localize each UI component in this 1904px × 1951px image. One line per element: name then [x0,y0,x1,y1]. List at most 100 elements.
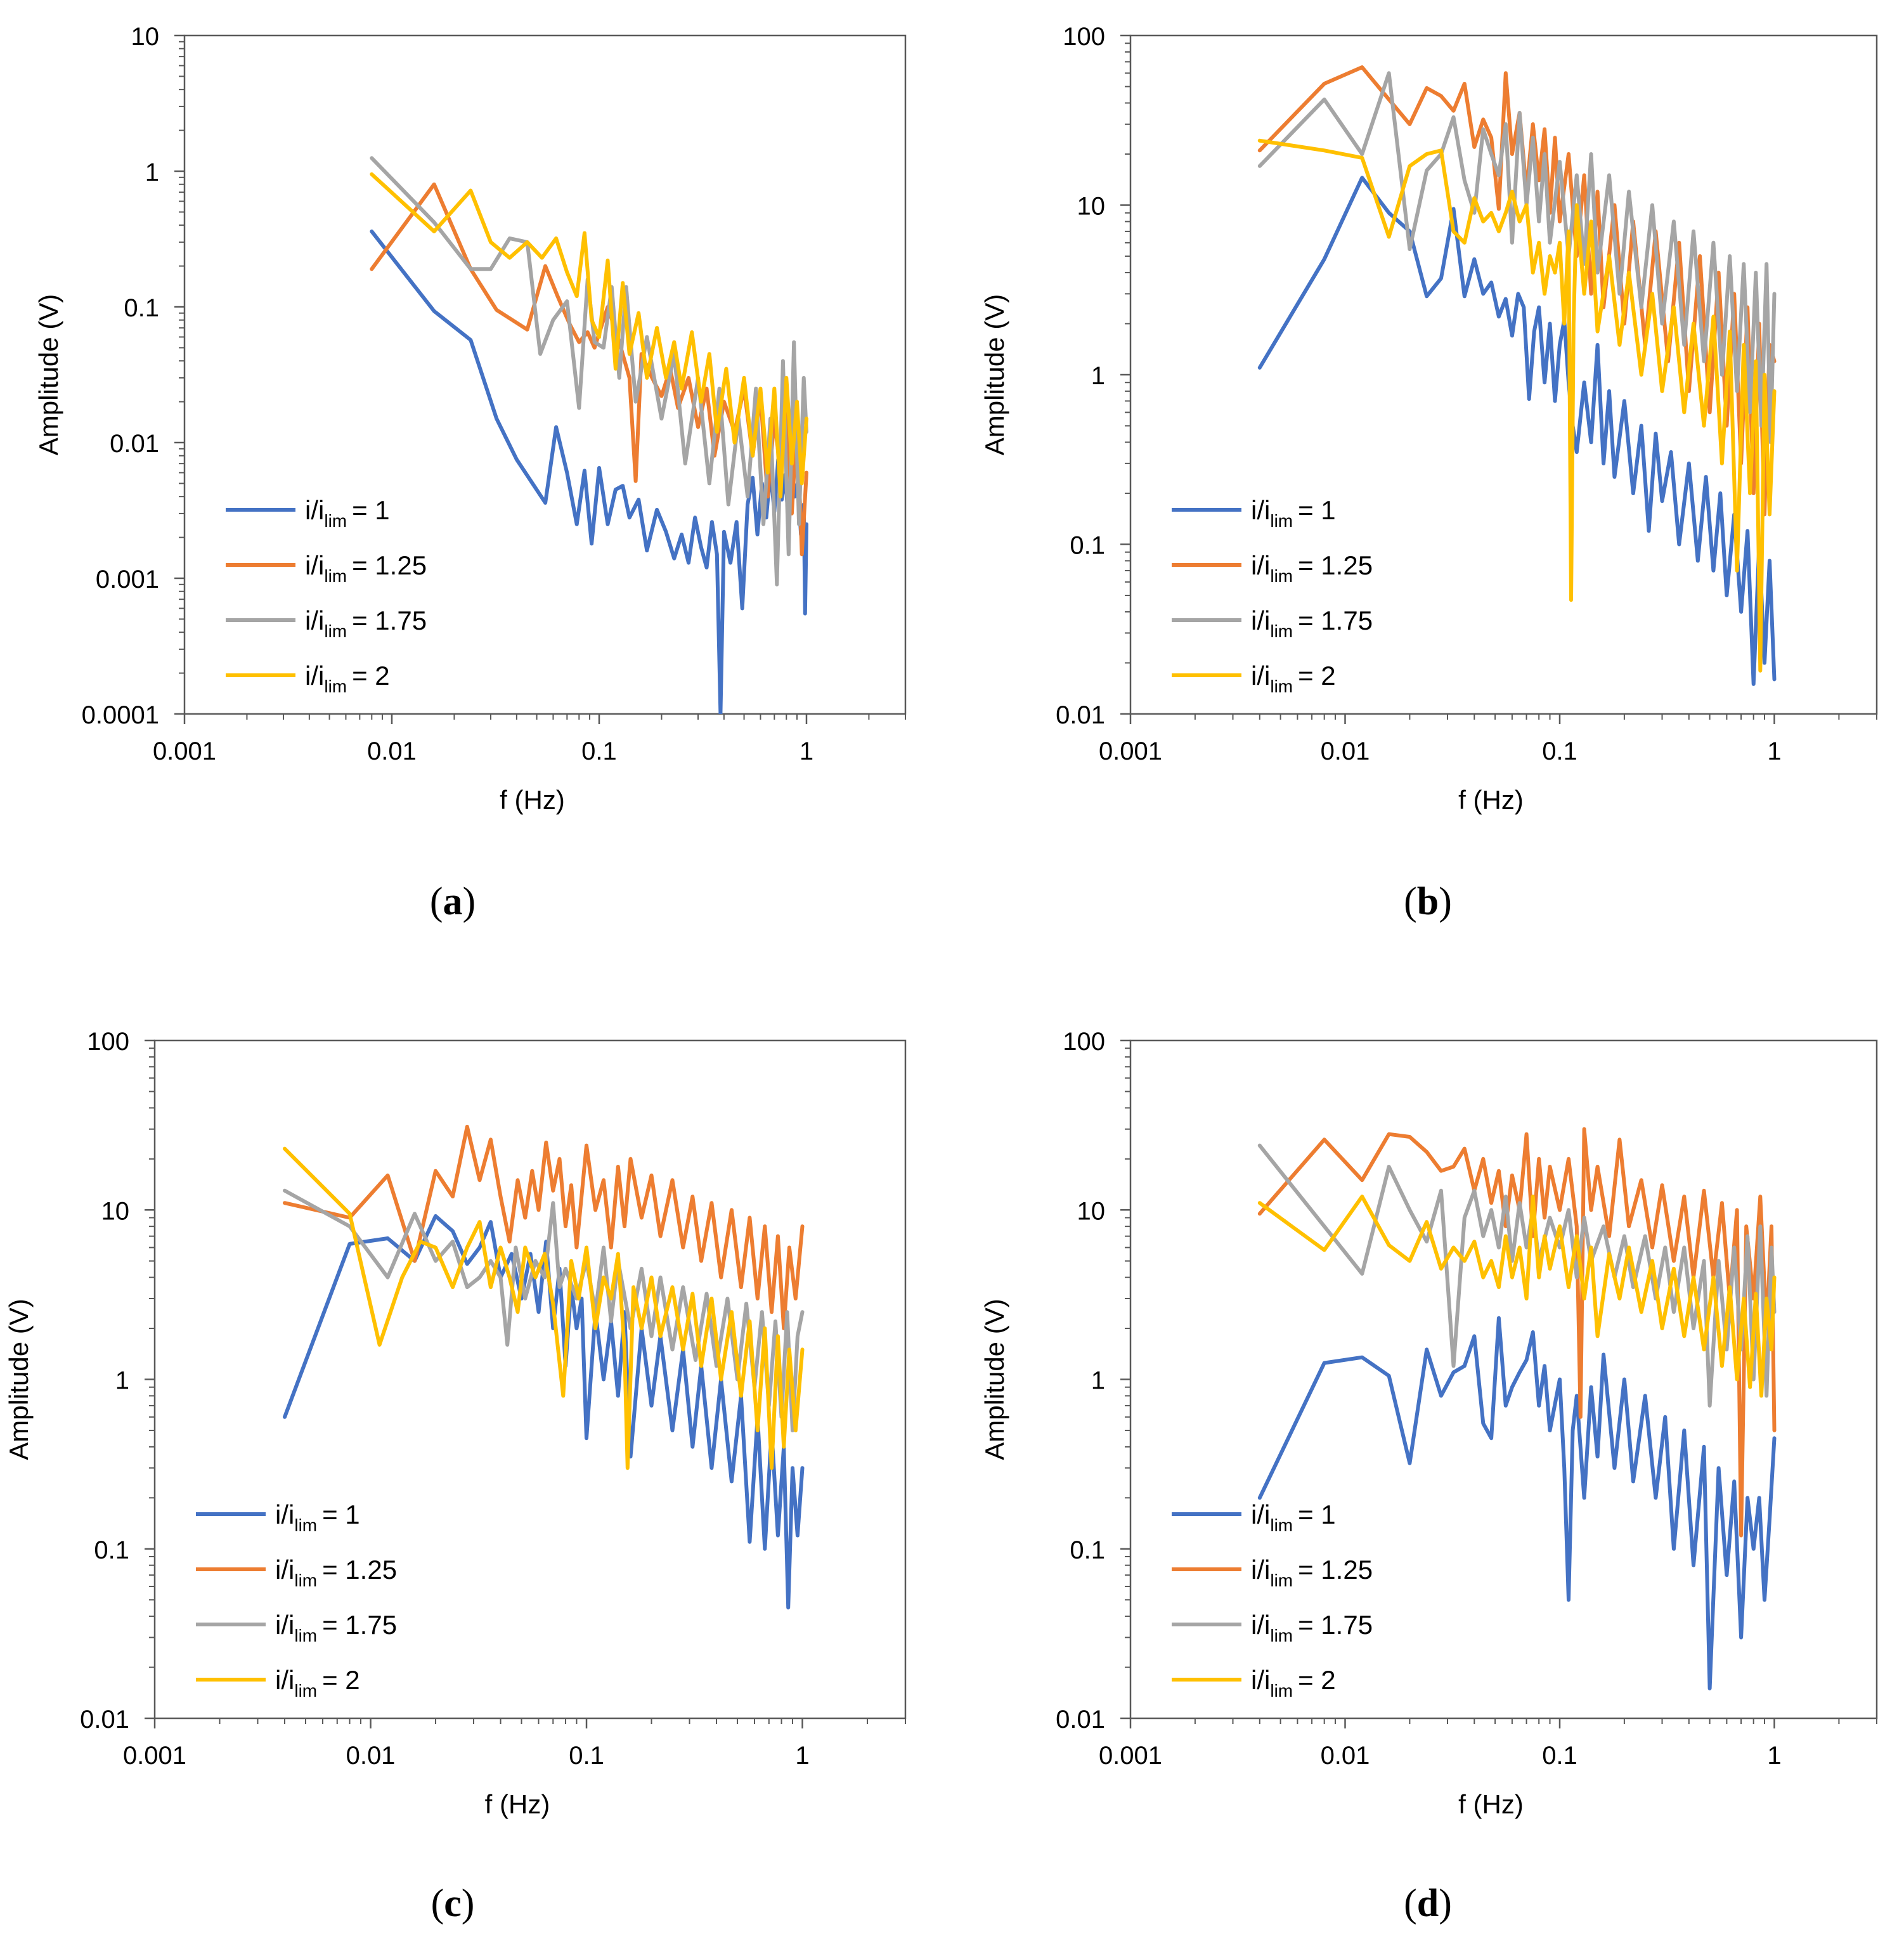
series-group [283,1124,805,1610]
panel-caption-close: ) [463,880,476,923]
legend-label-tail: = 2 [1298,661,1336,690]
panel-caption-letter: d [1417,1882,1439,1925]
legend-label-tail: = 1 [1298,1500,1336,1529]
legend-label-sub: lim [324,511,347,531]
series-group [1257,65,1777,686]
panel-caption-letter: b [1417,880,1439,923]
y-tick-label: 0.1 [124,294,159,322]
legend-label-base: i/i [1251,1500,1270,1529]
legend-label-base: i/i [305,495,324,525]
series-line-2 [283,1124,805,1330]
legend-label-base: i/i [305,550,324,580]
series-line-3 [1257,71,1777,444]
legend-label-base: i/i [305,606,324,635]
x-tick-label: 0.1 [569,1742,604,1770]
legend-label-sub: lim [1270,1626,1293,1645]
y-tick-label: 1 [115,1367,129,1395]
legend-label-base: i/i [275,1610,294,1640]
y-tick-label: 0.1 [94,1536,129,1564]
x-tick-label: 1 [1767,737,1781,765]
legend-label-tail: = 2 [352,661,390,690]
legend-label-base: i/i [1251,550,1270,580]
legend-label-tail: = 1 [1298,495,1336,525]
series-line-4 [1257,1195,1777,1398]
series-group [1257,1127,1777,1690]
y-tick-label: 100 [87,1028,129,1056]
legend-label-tail: = 1.25 [352,550,427,580]
legend-label-base: i/i [1251,1610,1270,1640]
series-line-1 [370,230,808,714]
y-tick-label: 0.01 [110,430,159,458]
y-tick-label: 1 [1091,1367,1105,1395]
legend-label-tail: = 2 [322,1665,360,1695]
legend-label-sub: lim [294,1681,317,1701]
panel-caption-close: ) [462,1882,475,1925]
series-group [370,156,808,714]
legend-label-sub: lim [1270,566,1293,586]
panel-caption-letter: a [443,880,463,923]
y-tick-label: 0.01 [1056,1706,1105,1734]
legend-label-sub: lim [294,1626,317,1645]
legend-label-base: i/i [275,1500,294,1529]
series-line-3 [1257,1143,1777,1408]
legend-label-tail: = 1.25 [1298,550,1373,580]
panel-caption: (a) [430,880,476,923]
legend-label-tail: = 2 [1298,1665,1336,1695]
x-tick-label: 0.1 [581,737,617,765]
legend-label-base: i/i [275,1555,294,1585]
legend-label: i/ilim = 1.75 [1251,606,1373,641]
legend-label-tail: = 1 [352,495,390,525]
legend-label-tail: = 1.75 [1298,1610,1373,1640]
y-axis-title: Amplitude (V) [34,294,63,455]
legend-label: i/ilim = 1.25 [1251,550,1373,586]
legend-label-sub: lim [1270,621,1293,641]
panel-caption-close: ) [1439,1882,1452,1925]
panel-caption: (c) [431,1882,475,1925]
y-tick-label: 100 [1063,23,1105,51]
x-tick-label: 0.01 [1321,737,1370,765]
panel-caption-open: ( [1404,1882,1417,1925]
x-tick-label: 1 [795,1742,809,1770]
y-axis-title: Amplitude (V) [980,294,1009,455]
legend-label-sub: lim [1270,511,1293,531]
legend-label: i/ilim = 1.25 [275,1555,397,1590]
chart-panel-b: 0.01 0.1 1 10 100 0.001 0.01 0.1 1 f (Hz) Amplitud… [980,23,1878,923]
legend-label-sub: lim [1270,1571,1293,1590]
series-line-2 [1257,1127,1777,1538]
panel-caption-close: ) [1439,880,1452,923]
legend-label-base: i/i [1251,1665,1270,1695]
legend-label: i/ilim = 1 [1251,495,1336,531]
chart-panel-a: 0.0001 0.001 0.01 0.1 1 10 0.001 0.01 0.1 1 f (Hz)… [34,23,907,923]
legend: i/ilim = 1i/ilim = 1.25i/ilim = 1.75i/ilim =… [1172,495,1373,696]
x-tick-label: 0.01 [346,1742,396,1770]
legend-label-tail: = 1.75 [352,606,427,635]
x-tick-label: 0.001 [123,1742,186,1770]
legend-label-tail: = 1.25 [1298,1555,1373,1585]
x-tick-label: 0.001 [1099,737,1162,765]
y-tick-label: 0.001 [96,566,159,593]
legend: i/ilim = 1i/ilim = 1.25i/ilim = 1.75i/ilim =… [196,1500,397,1701]
legend-label-sub: lim [324,566,347,586]
legend-label: i/ilim = 1 [305,495,390,531]
legend-label-sub: lim [294,1515,317,1535]
series-line-1 [1257,176,1777,686]
panel-caption: (b) [1404,880,1452,923]
series-line-4 [283,1146,805,1470]
y-tick-label: 0.01 [1056,701,1105,729]
y-tick-label: 1 [145,159,159,186]
x-axis-title: f (Hz) [485,1789,550,1819]
legend-label-sub: lim [324,621,347,641]
legend-label-base: i/i [275,1665,294,1695]
legend: i/ilim = 1i/ilim = 1.25i/ilim = 1.75i/ilim =… [226,495,427,696]
legend-label-sub: lim [1270,677,1293,696]
y-tick-label: 10 [101,1197,130,1225]
x-tick-label: 0.01 [1321,1742,1370,1770]
x-tick-label: 1 [1767,1742,1781,1770]
y-tick-label: 10 [1077,193,1106,221]
legend-label-tail: = 1.75 [322,1610,397,1640]
panel-caption-letter: c [444,1882,462,1925]
legend-label: i/ilim = 2 [305,661,390,696]
legend-label-base: i/i [1251,495,1270,525]
panel-caption-open: ( [431,1882,444,1925]
